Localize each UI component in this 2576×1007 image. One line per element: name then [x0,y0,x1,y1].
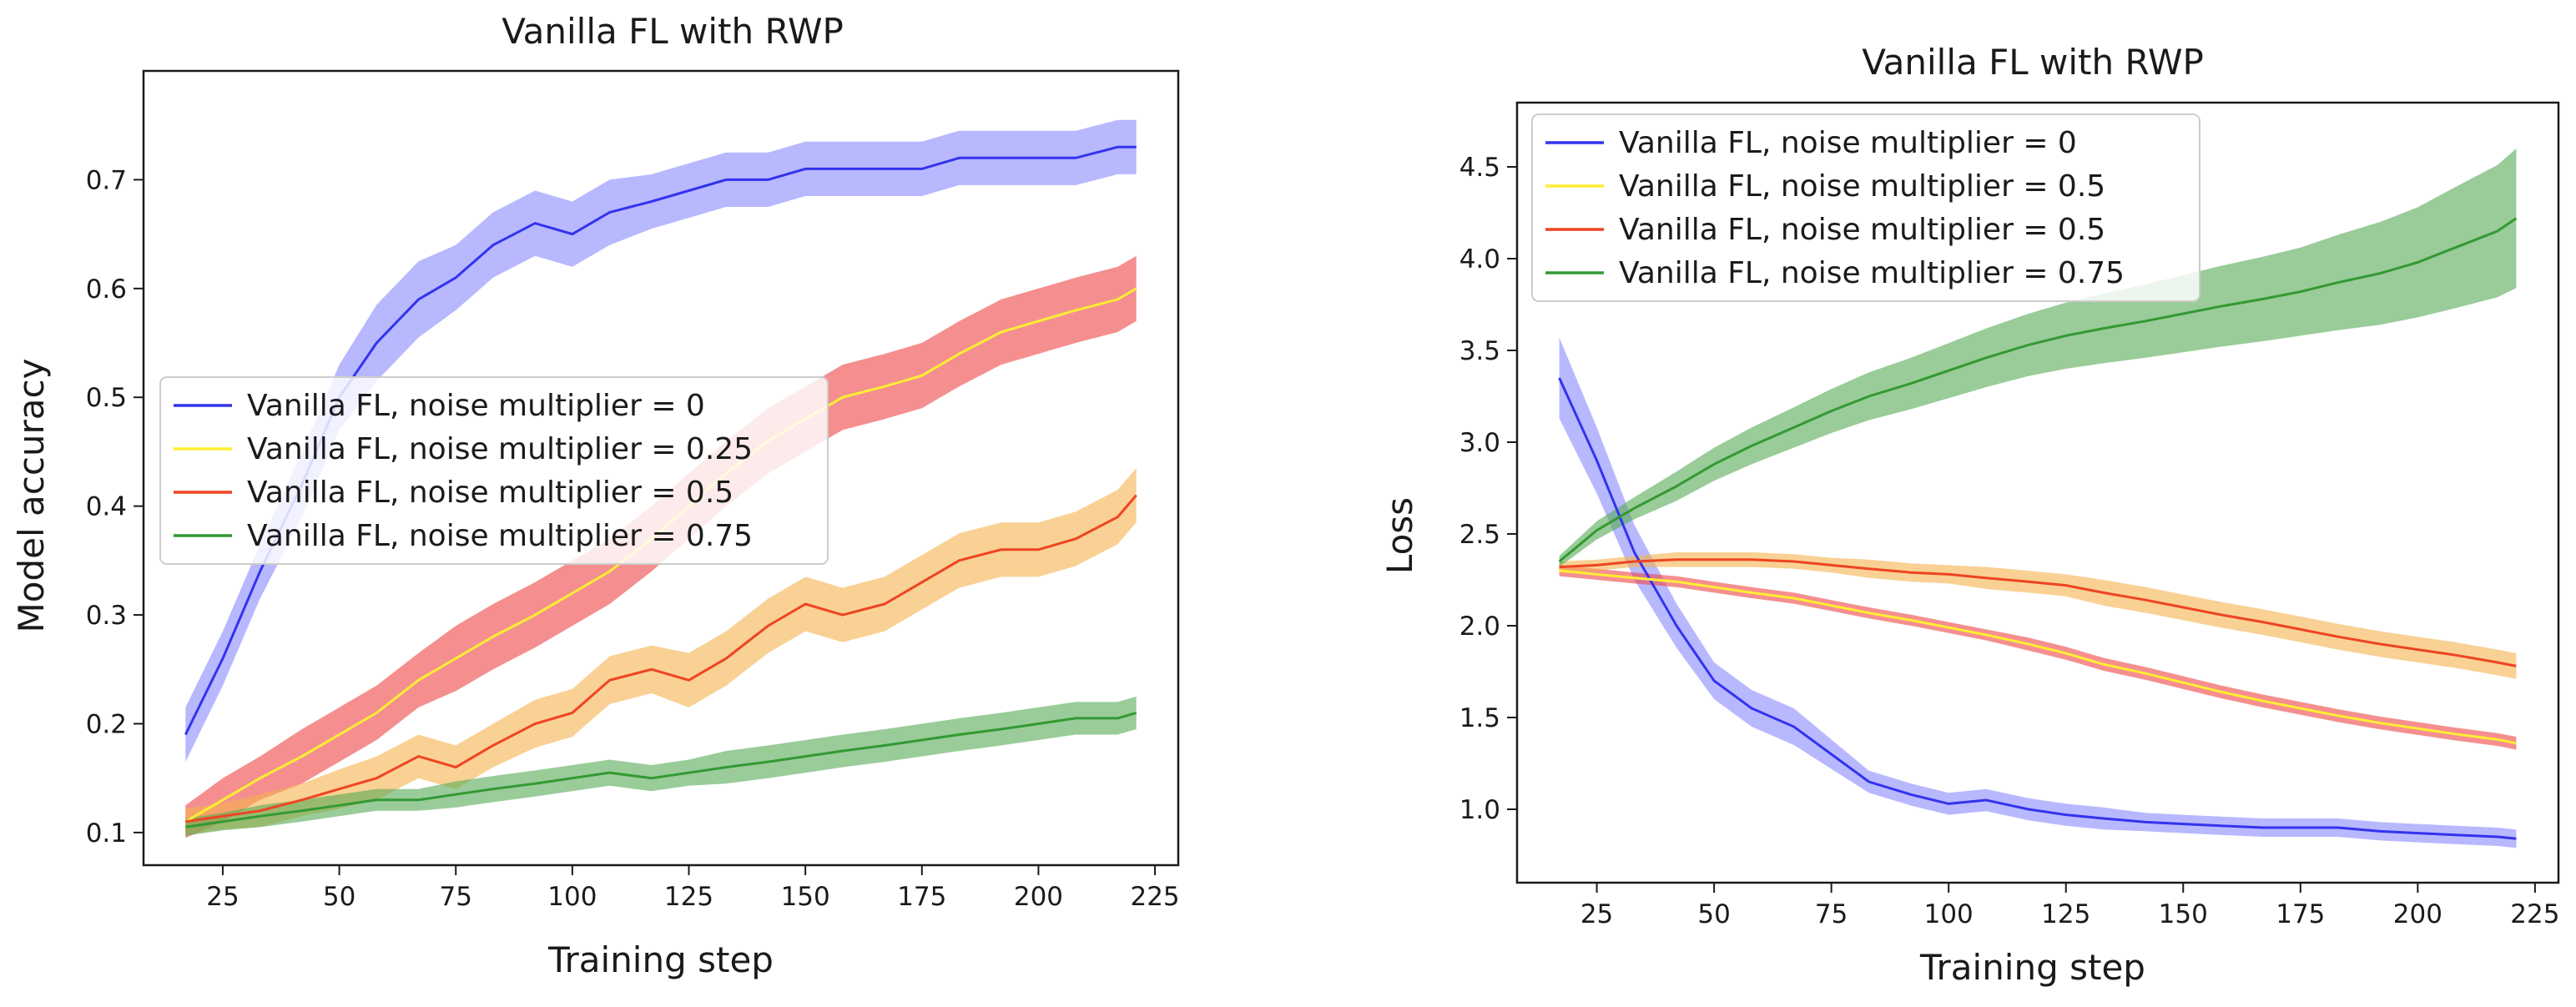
chart-title: Vanilla FL with RWP [1862,42,2204,83]
lines-group [1558,217,2518,840]
y-tick-label: 4.0 [1459,244,1500,274]
x-axis-label: Training step [1919,947,2145,988]
series-band-2 [185,468,1137,835]
legend-label-2: Vanilla FL, noise multiplier = 0.5 [247,476,733,510]
y-tick-label: 4.5 [1459,153,1500,183]
y-tick-label: 1.0 [1459,795,1500,825]
y-tick-label: 0.7 [86,165,127,195]
y-tick-label: 3.5 [1459,336,1500,366]
y-tick-label: 0.3 [86,601,127,631]
y-tick-label: 0.2 [86,709,127,739]
chart-accuracy: Vanilla FL with RWP Training step Model … [11,11,1180,980]
y-tick-label: 0.5 [86,383,127,413]
x-tick-label: 75 [1815,899,1848,929]
legend-box [1531,113,2200,302]
legend-label-0: Vanilla FL, noise multiplier = 0 [247,389,705,423]
legend-label-2: Vanilla FL, noise multiplier = 0.5 [1619,213,2105,247]
legend-label-0: Vanilla FL, noise multiplier = 0 [1619,126,2077,160]
x-tick-label: 50 [1697,899,1730,929]
x-tick-label: 225 [1130,882,1179,912]
axes-frame [142,69,1180,867]
y-axis-label: Model accuracy [11,359,52,633]
x-tick-label: 75 [440,882,472,912]
x-tick-label: 150 [781,882,830,912]
y-tick-label: 0.4 [86,492,127,522]
y-tick-label: 3.0 [1459,428,1500,458]
x-tick-label: 200 [1014,882,1063,912]
series-line-1 [1559,569,2517,745]
y-axis-label: Loss [1379,497,1420,574]
x-tick-label: 50 [323,882,355,912]
series-band-0 [1559,337,2517,848]
y-tick-label: 2.0 [1459,612,1500,642]
x-tick-label: 175 [2276,899,2325,929]
x-tick-label: 175 [897,882,946,912]
legend: Vanilla FL, noise multiplier = 0 Vanilla … [159,376,829,565]
series-band-3 [1559,149,2517,567]
series-line-3 [185,711,1137,828]
legend: Vanilla FL, noise multiplier = 0 Vanilla … [1531,113,2200,302]
series-band-2 [1559,552,2517,679]
x-tick-label: 100 [547,882,597,912]
y-tick-label: 0.1 [86,818,127,848]
x-tick-label: 125 [664,882,713,912]
y-tick-label: 0.6 [86,274,127,305]
x-tick-label: 225 [2510,899,2559,929]
y-tick-label: 2.5 [1459,520,1500,550]
legend-label-1: Vanilla FL, noise multiplier = 0.25 [247,432,753,466]
legend-box [159,376,829,565]
x-axis-label: Training step [547,939,774,980]
series-line-0 [1558,377,2517,840]
x-tick-label: 200 [2393,899,2442,929]
y-tick-label: 1.5 [1459,703,1500,733]
legend-label-3: Vanilla FL, noise multiplier = 0.75 [1619,256,2125,290]
x-tick-label: 125 [2041,899,2090,929]
chart-loss: Vanilla FL with RWP Training step Loss 2… [1379,42,2559,988]
x-tick-label: 100 [1924,899,1974,929]
series-line-3 [1558,217,2518,563]
chart-title: Vanilla FL with RWP [502,11,844,52]
legend-label-1: Vanilla FL, noise multiplier = 0.5 [1619,169,2105,204]
x-tick-label: 150 [2159,899,2208,929]
series-line-2 [1559,558,2517,667]
series-band-3 [185,696,1137,836]
series-band-0 [185,119,1137,763]
series-line-2 [185,494,1137,823]
x-tick-label: 25 [1580,899,1613,929]
x-tick-label: 25 [206,882,239,912]
axes-frame [1515,101,2560,884]
legend-label-3: Vanilla FL, noise multiplier = 0.75 [247,519,753,553]
